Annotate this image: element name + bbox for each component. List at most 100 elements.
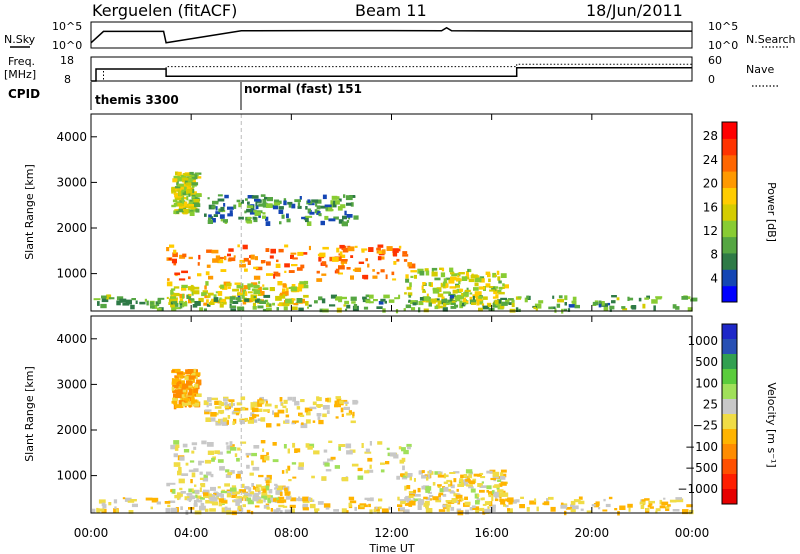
velocity-cell	[305, 443, 310, 448]
velocity-cell	[172, 390, 176, 394]
power-cell	[193, 199, 200, 204]
power-cell	[207, 292, 214, 296]
velocity-cell	[191, 442, 198, 446]
velocity-cell	[276, 485, 283, 491]
power-cell	[157, 297, 165, 300]
power-cell	[314, 199, 322, 204]
power-cell	[339, 251, 343, 256]
power-cell	[372, 269, 375, 272]
velocity-cell	[92, 508, 96, 513]
power-cell	[320, 205, 327, 209]
velocity-cell	[285, 408, 288, 413]
x-tick-label: 20:00	[575, 526, 610, 540]
velocity-cell	[565, 507, 572, 510]
velocity-cell	[210, 494, 215, 499]
velocity-cell	[344, 401, 349, 404]
beam-title: Beam 11	[355, 1, 427, 20]
velocity-cell	[327, 458, 334, 462]
velocity-cell	[333, 509, 339, 512]
power-cell	[383, 294, 390, 299]
x-tick-label: 00:00	[74, 526, 109, 540]
power-cell	[262, 202, 267, 208]
velocity-cell	[655, 508, 661, 512]
velocity-cell	[598, 506, 601, 510]
velocity-cell	[361, 443, 364, 448]
velocity-cell	[648, 502, 653, 506]
power-cell	[538, 300, 544, 304]
velocity-cell	[180, 491, 186, 494]
power-cell	[269, 255, 274, 259]
velocity-cell	[288, 479, 292, 482]
velocity-cell	[115, 509, 119, 513]
power-cell	[644, 297, 650, 300]
power-cell	[428, 300, 433, 303]
power-cell	[171, 189, 175, 192]
power-cell	[170, 301, 173, 306]
velocity-cell	[251, 407, 259, 413]
velocity-cell	[210, 486, 216, 491]
velocity-cell	[211, 457, 215, 462]
power-cell	[188, 256, 193, 260]
velocity-cell	[443, 474, 449, 478]
velocity-cell	[266, 452, 269, 456]
velocity-cell	[211, 501, 218, 506]
power-cell	[324, 215, 329, 220]
velocity-cell	[497, 479, 502, 482]
power-colorbar-swatch	[722, 220, 737, 238]
power-cell	[440, 282, 443, 288]
velocity-cell	[210, 412, 217, 417]
freq-unit-label: [MHz]	[4, 68, 36, 81]
velocity-cell	[450, 484, 455, 489]
velocity-cell	[341, 508, 347, 514]
power-cell	[324, 204, 330, 207]
velocity-cell	[465, 469, 473, 474]
velocity-cell	[403, 475, 408, 478]
power-cell	[205, 281, 209, 286]
velocity-cell	[216, 492, 223, 497]
velocity-cell	[277, 496, 285, 502]
power-cell	[651, 299, 658, 304]
velocity-cell	[98, 499, 106, 504]
velocity-cell	[246, 497, 252, 502]
velocity-cell	[243, 494, 248, 499]
power-cell	[239, 299, 245, 302]
velocity-cell	[172, 384, 179, 389]
power-cell	[502, 283, 505, 287]
power-cell	[492, 303, 499, 308]
velocity-cell	[503, 504, 507, 507]
velocity-cell	[192, 401, 196, 407]
velocity-cell	[298, 466, 304, 470]
power-cell	[462, 297, 466, 303]
power-cell	[167, 278, 170, 281]
velocity-cell	[480, 497, 483, 501]
velocity-cell	[250, 402, 258, 407]
power-cell	[229, 296, 236, 300]
velocity-cell	[203, 495, 209, 498]
power-cell	[428, 302, 432, 307]
velocity-cell	[174, 404, 182, 409]
power-cell	[204, 295, 209, 299]
power-cell	[204, 285, 207, 290]
velocity-cell	[260, 454, 268, 460]
velocity-cell	[346, 412, 351, 416]
velocity-cell	[348, 496, 355, 501]
power-cell	[458, 279, 461, 285]
power-cell	[183, 186, 187, 192]
velocity-cell	[220, 401, 224, 407]
velocity-cell	[500, 499, 506, 505]
velocity-cell	[229, 441, 233, 446]
power-cell	[329, 304, 336, 307]
power-cell	[247, 260, 251, 265]
power-cell	[279, 293, 286, 299]
power-cell	[338, 265, 345, 270]
power-cell	[195, 193, 202, 197]
velocity-cell	[281, 402, 284, 406]
cpid-program-1: normal (fast) 151	[244, 82, 362, 96]
velocity-cell	[307, 408, 313, 412]
power-cell	[251, 297, 255, 302]
velocity-cell	[272, 410, 274, 415]
power-cell	[297, 205, 302, 209]
power-cell	[459, 288, 464, 292]
velocity-cell	[194, 484, 197, 487]
velocity-cell	[254, 414, 260, 417]
